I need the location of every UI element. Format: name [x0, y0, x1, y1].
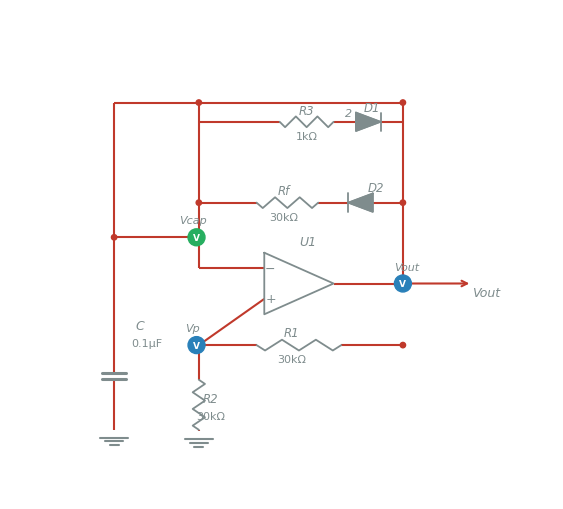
Circle shape: [400, 281, 405, 287]
Text: V: V: [399, 279, 406, 289]
Text: V: V: [193, 341, 200, 350]
Circle shape: [196, 101, 202, 106]
Circle shape: [400, 201, 405, 206]
Text: 0.1µF: 0.1µF: [131, 338, 162, 348]
Text: R3: R3: [299, 104, 315, 118]
Text: Vcap: Vcap: [179, 216, 207, 226]
Text: U1: U1: [300, 236, 317, 249]
Circle shape: [188, 337, 205, 354]
Text: 30kΩ: 30kΩ: [277, 354, 306, 364]
Polygon shape: [356, 114, 381, 132]
Text: Vout: Vout: [394, 262, 419, 272]
Text: D2: D2: [368, 181, 384, 194]
Text: R1: R1: [283, 327, 299, 340]
Circle shape: [196, 201, 202, 206]
Text: +: +: [265, 293, 276, 306]
Circle shape: [400, 343, 405, 348]
Text: R2: R2: [203, 392, 218, 405]
Polygon shape: [348, 194, 373, 212]
Circle shape: [196, 343, 202, 348]
Text: 30kΩ: 30kΩ: [269, 212, 298, 222]
Circle shape: [111, 235, 117, 241]
Text: C: C: [136, 320, 145, 333]
Text: −: −: [265, 262, 276, 275]
Text: 30kΩ: 30kΩ: [196, 411, 225, 421]
Text: D1: D1: [364, 102, 381, 115]
Text: Vout: Vout: [472, 287, 500, 300]
Circle shape: [188, 230, 205, 246]
Circle shape: [400, 101, 405, 106]
Circle shape: [395, 275, 412, 292]
Text: 2: 2: [346, 108, 352, 118]
Text: V: V: [193, 233, 200, 242]
Text: 1kΩ: 1kΩ: [296, 131, 318, 142]
Text: Rf: Rf: [278, 184, 289, 197]
Text: Vp: Vp: [185, 324, 200, 333]
